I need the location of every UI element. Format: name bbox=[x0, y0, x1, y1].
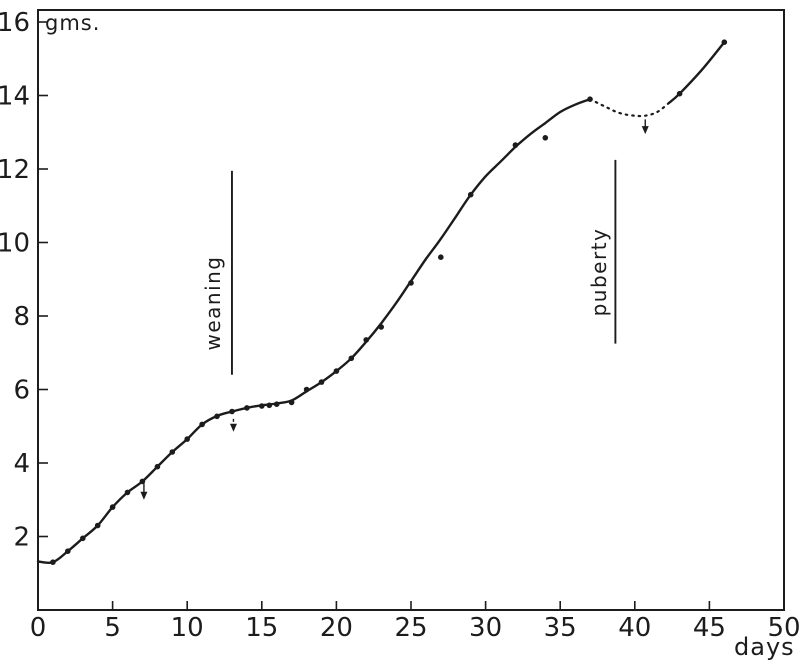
y-tick-label: 2 bbox=[13, 523, 30, 553]
data-point bbox=[438, 254, 444, 260]
data-points bbox=[50, 39, 728, 565]
data-point bbox=[318, 379, 325, 385]
arrow-head-icon bbox=[229, 423, 237, 432]
arrow-head-icon bbox=[641, 126, 649, 135]
growth-curve-main bbox=[36, 98, 592, 565]
x-tick-label: 25 bbox=[394, 613, 427, 643]
data-point bbox=[288, 399, 295, 406]
data-point bbox=[139, 478, 146, 485]
growth-curve-post-dip bbox=[667, 41, 726, 104]
data-point bbox=[266, 402, 273, 409]
x-tick-label: 50 bbox=[767, 613, 800, 643]
data-point bbox=[154, 463, 161, 470]
x-tick-label: 35 bbox=[544, 613, 577, 643]
data-point bbox=[259, 403, 265, 409]
x-tick-label: 40 bbox=[618, 613, 651, 643]
data-point bbox=[348, 355, 355, 362]
x-tick-label: 5 bbox=[104, 613, 121, 643]
data-point bbox=[303, 386, 310, 393]
data-point bbox=[214, 413, 220, 420]
y-tick-label: 6 bbox=[13, 376, 30, 406]
y-tick-label: 10 bbox=[0, 229, 30, 259]
y-tick-label: 16 bbox=[0, 8, 30, 38]
data-point bbox=[408, 280, 414, 286]
x-tick-label: 30 bbox=[469, 613, 502, 643]
y-tick-label: 8 bbox=[13, 302, 30, 332]
data-point bbox=[109, 504, 116, 510]
event-arrow bbox=[140, 483, 148, 500]
data-point bbox=[50, 559, 56, 565]
event-arrow bbox=[641, 119, 649, 135]
data-point bbox=[542, 135, 549, 141]
y-axis-unit-label: gms. bbox=[45, 11, 101, 35]
arrow-head-icon bbox=[140, 491, 148, 500]
y-tick-label: 4 bbox=[13, 449, 30, 479]
weaning-annotation-label: weaning bbox=[200, 255, 225, 351]
data-point bbox=[65, 548, 71, 554]
growth-curve bbox=[36, 41, 726, 565]
x-tick-label: 10 bbox=[171, 613, 204, 643]
data-point bbox=[244, 405, 250, 411]
data-point bbox=[587, 96, 593, 102]
y-tick-label: 14 bbox=[0, 82, 30, 112]
x-tick-label: 0 bbox=[30, 613, 47, 643]
x-axis: 0 5 10 15 20 25 30 35 40 45 50 bbox=[30, 601, 800, 643]
x-axis-unit-label: days bbox=[734, 633, 795, 661]
data-point bbox=[467, 191, 474, 198]
x-tick-label: 15 bbox=[245, 613, 278, 643]
data-point bbox=[378, 324, 385, 330]
data-point bbox=[94, 522, 101, 529]
x-tick-label: 45 bbox=[693, 613, 726, 643]
data-point bbox=[199, 421, 205, 428]
data-point bbox=[273, 401, 280, 408]
data-point bbox=[169, 449, 176, 455]
data-point bbox=[676, 90, 683, 97]
data-point bbox=[721, 39, 728, 45]
data-point bbox=[512, 142, 519, 148]
y-axis: 2 4 6 8 10 12 14 16 bbox=[0, 8, 48, 553]
puberty-annotation-label: puberty bbox=[587, 227, 612, 317]
data-point bbox=[363, 337, 370, 343]
data-point bbox=[124, 489, 131, 496]
data-point bbox=[333, 368, 340, 374]
data-point bbox=[80, 535, 86, 542]
y-tick-label: 12 bbox=[0, 155, 30, 185]
data-point bbox=[229, 408, 235, 415]
growth-curve-pubertal-dip bbox=[588, 98, 671, 118]
data-point bbox=[184, 436, 190, 442]
event-arrow bbox=[229, 418, 237, 432]
x-tick-label: 20 bbox=[320, 613, 353, 643]
